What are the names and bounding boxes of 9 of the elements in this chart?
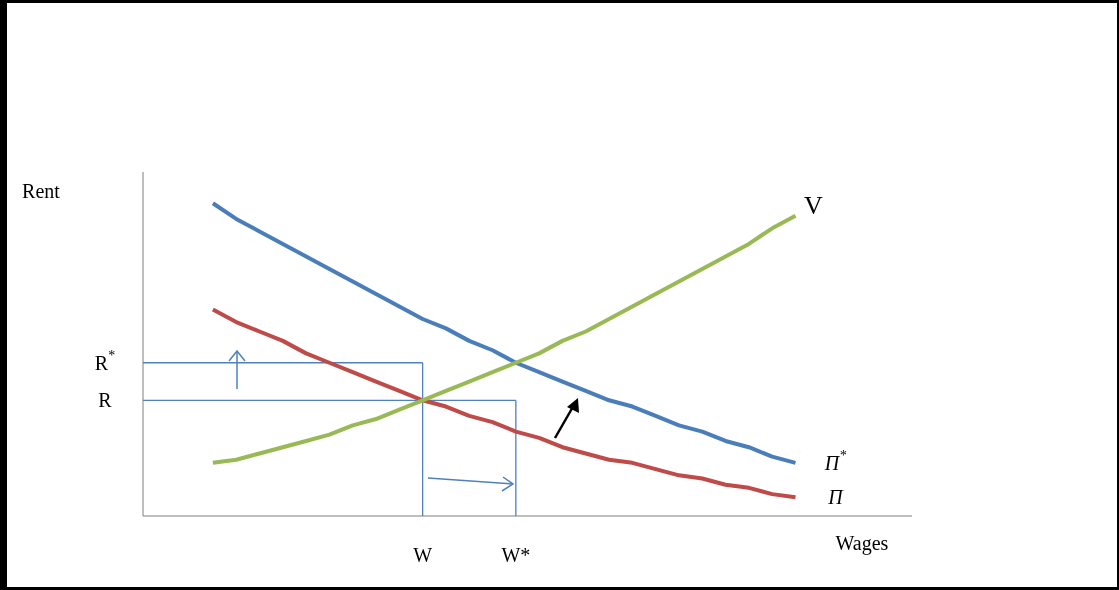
series-label: Π xyxy=(827,486,845,509)
series-label: V xyxy=(804,190,824,220)
ref-line-label: R xyxy=(98,389,113,412)
x-tick-label: W xyxy=(413,544,433,566)
y-axis-title: Rent xyxy=(22,180,61,202)
series-label: Π$^{*}$ xyxy=(823,447,847,474)
ref-line-label: R$^{*}$ xyxy=(94,347,116,374)
x-axis-title: Wages xyxy=(835,532,889,555)
x-tick-label: W* xyxy=(501,544,531,566)
